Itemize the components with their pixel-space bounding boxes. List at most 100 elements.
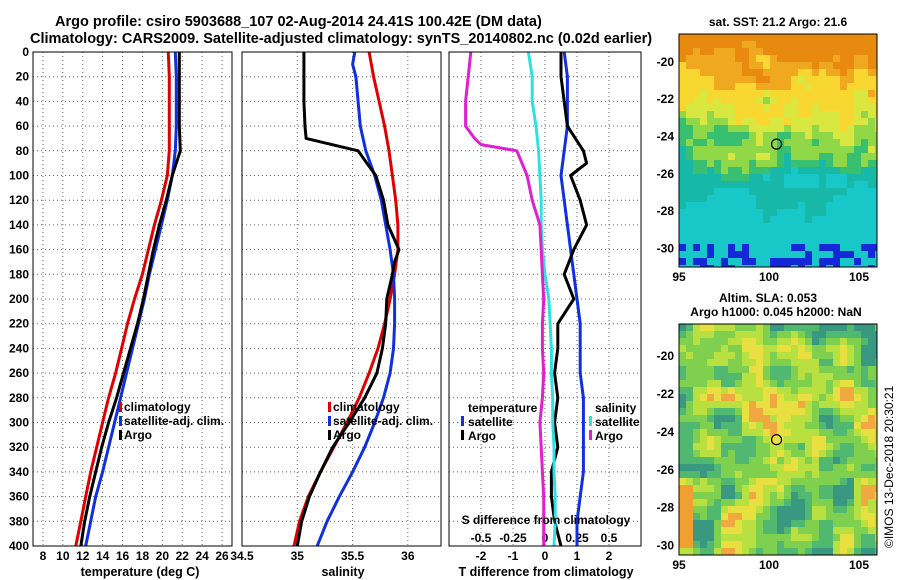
map-cell bbox=[679, 408, 686, 415]
map-cell bbox=[798, 394, 805, 401]
map-cell bbox=[840, 422, 847, 429]
map-cell bbox=[693, 352, 700, 359]
depth-tick-label: 40 bbox=[16, 94, 30, 108]
map-cell bbox=[819, 429, 826, 436]
map-cell bbox=[840, 394, 847, 401]
map-cell bbox=[805, 258, 812, 265]
map-cell bbox=[714, 104, 721, 111]
map-cell bbox=[721, 352, 728, 359]
map-cell bbox=[833, 90, 840, 97]
map-cell bbox=[854, 471, 861, 478]
map-cell bbox=[833, 223, 840, 230]
map-cell bbox=[812, 408, 819, 415]
map-cell bbox=[798, 506, 805, 513]
map-cell bbox=[875, 401, 877, 408]
map-cell bbox=[756, 499, 763, 506]
map-cell bbox=[679, 366, 686, 373]
map-cell bbox=[728, 188, 735, 195]
map-cell bbox=[742, 506, 749, 513]
map-cell bbox=[693, 209, 700, 216]
map-cell bbox=[861, 195, 868, 202]
map-cell bbox=[798, 160, 805, 167]
map-cell bbox=[847, 478, 854, 485]
x-tick-label: 2 bbox=[606, 549, 613, 563]
map-cell bbox=[742, 345, 749, 352]
map-cell bbox=[833, 167, 840, 174]
map-cell bbox=[777, 104, 784, 111]
map-cell bbox=[721, 118, 728, 125]
map-cell bbox=[728, 527, 735, 534]
map-cell bbox=[854, 146, 861, 153]
map-cell bbox=[777, 188, 784, 195]
map-cell bbox=[742, 492, 749, 499]
map-cell bbox=[798, 548, 805, 555]
map-cell bbox=[826, 464, 833, 471]
map-cell bbox=[756, 237, 763, 244]
map-cell bbox=[875, 331, 877, 338]
map-cell bbox=[770, 520, 777, 527]
map-cell bbox=[805, 83, 812, 90]
map-cell bbox=[756, 160, 763, 167]
map-cell bbox=[714, 359, 721, 366]
map-cell bbox=[805, 338, 812, 345]
map-cell bbox=[679, 223, 686, 230]
map-cell bbox=[735, 359, 742, 366]
map-cell bbox=[861, 457, 868, 464]
map-cell bbox=[735, 76, 742, 83]
map-cell bbox=[686, 160, 693, 167]
map-cell bbox=[812, 258, 819, 265]
depth-tick-label: 400 bbox=[9, 539, 29, 553]
map-cell bbox=[714, 331, 721, 338]
map-cell bbox=[686, 457, 693, 464]
map-cell bbox=[854, 41, 861, 48]
map-cell bbox=[735, 478, 742, 485]
legend-swatch-satellite bbox=[328, 416, 331, 426]
map-cell bbox=[868, 174, 875, 181]
map-cell bbox=[798, 146, 805, 153]
map-cell bbox=[700, 401, 707, 408]
map-cell bbox=[749, 111, 756, 118]
map-cell bbox=[700, 132, 707, 139]
map-cell bbox=[777, 520, 784, 527]
map-cell bbox=[721, 506, 728, 513]
map-cell bbox=[798, 167, 805, 174]
map-cell bbox=[875, 97, 877, 104]
map-cell bbox=[847, 153, 854, 160]
map-cell bbox=[721, 380, 728, 387]
map-cell bbox=[679, 167, 686, 174]
map-cell bbox=[749, 359, 756, 366]
map-cell bbox=[861, 244, 868, 251]
map-cell bbox=[812, 373, 819, 380]
map-cell bbox=[756, 181, 763, 188]
map-cell bbox=[819, 331, 826, 338]
map-cell bbox=[791, 359, 798, 366]
map-cell bbox=[819, 541, 826, 548]
map-cell bbox=[791, 181, 798, 188]
map-cell bbox=[868, 338, 875, 345]
map-cell bbox=[749, 513, 756, 520]
map-cell bbox=[854, 118, 861, 125]
map-cell bbox=[693, 401, 700, 408]
map-cell bbox=[749, 373, 756, 380]
map-cell bbox=[763, 230, 770, 237]
map-cell bbox=[749, 408, 756, 415]
map-cell bbox=[854, 457, 861, 464]
map-cell bbox=[777, 132, 784, 139]
map-cell bbox=[840, 352, 847, 359]
map-cell bbox=[721, 76, 728, 83]
map-cell bbox=[819, 422, 826, 429]
map-cell bbox=[868, 380, 875, 387]
map-cell bbox=[728, 153, 735, 160]
map-cell bbox=[777, 83, 784, 90]
map-cell bbox=[868, 146, 875, 153]
map-cell bbox=[847, 132, 854, 139]
map-cell bbox=[840, 251, 847, 258]
depth-tick-label: 320 bbox=[9, 440, 29, 454]
map-cell bbox=[686, 55, 693, 62]
map-frame bbox=[678, 33, 878, 268]
map-cell bbox=[728, 216, 735, 223]
map-cell bbox=[861, 216, 868, 223]
sla-map: 95 100 105-20-22-24-26-28-30 bbox=[657, 323, 878, 572]
map-cell bbox=[833, 331, 840, 338]
map-cell bbox=[735, 380, 742, 387]
